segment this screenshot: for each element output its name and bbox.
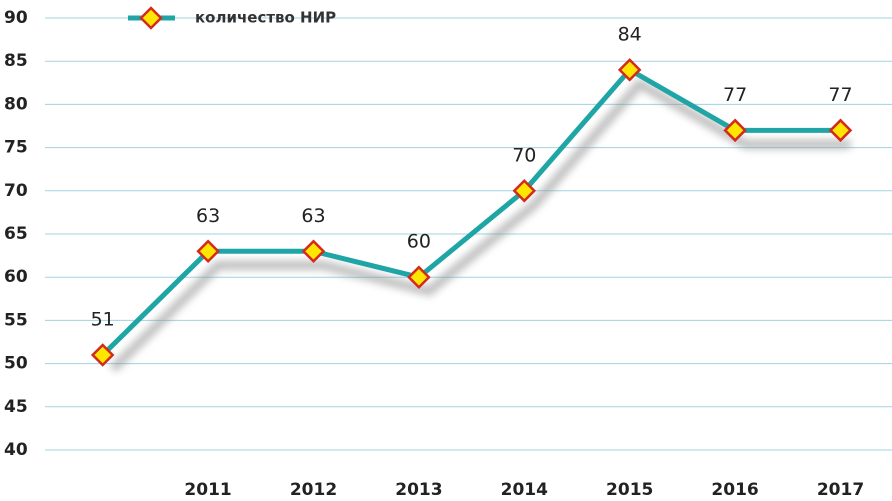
data-label: 77	[723, 84, 747, 106]
legend-label: количество НИР	[195, 9, 336, 27]
y-tick-label: 45	[4, 397, 28, 417]
x-tick-label: 2011	[184, 480, 231, 500]
data-label: 84	[618, 23, 642, 45]
data-label: 60	[407, 231, 431, 253]
x-tick-label: 2013	[395, 480, 442, 500]
marker	[512, 179, 537, 203]
y-tick-label: 70	[4, 181, 28, 201]
marker	[301, 239, 326, 264]
marker	[723, 118, 747, 143]
x-tick-label: 2017	[817, 480, 864, 500]
y-tick-label: 75	[4, 138, 28, 158]
data-label: 51	[91, 308, 115, 330]
marker	[90, 343, 115, 367]
legend-marker	[139, 6, 163, 30]
x-tick-label: 2016	[711, 480, 758, 500]
y-tick-label: 55	[4, 310, 28, 330]
x-tick-label: 2015	[606, 480, 653, 500]
series-line	[100, 67, 841, 357]
y-tick-label: 85	[4, 51, 28, 71]
y-tick-label: 65	[4, 224, 28, 244]
marker	[407, 265, 431, 289]
y-tick-label: 80	[4, 94, 28, 114]
data-label: 63	[196, 205, 220, 227]
data-label: 70	[512, 144, 536, 166]
data-label: 63	[301, 205, 325, 227]
y-tick-label: 40	[4, 440, 28, 460]
x-tick-label: 2012	[290, 480, 337, 500]
data-label: 77	[828, 84, 852, 106]
marker	[828, 118, 853, 143]
y-tick-label: 60	[4, 267, 28, 287]
marker	[196, 239, 220, 264]
marker	[617, 58, 642, 82]
y-tick-label: 90	[4, 8, 28, 28]
y-tick-label: 50	[4, 354, 28, 374]
x-tick-label: 2014	[501, 480, 548, 500]
